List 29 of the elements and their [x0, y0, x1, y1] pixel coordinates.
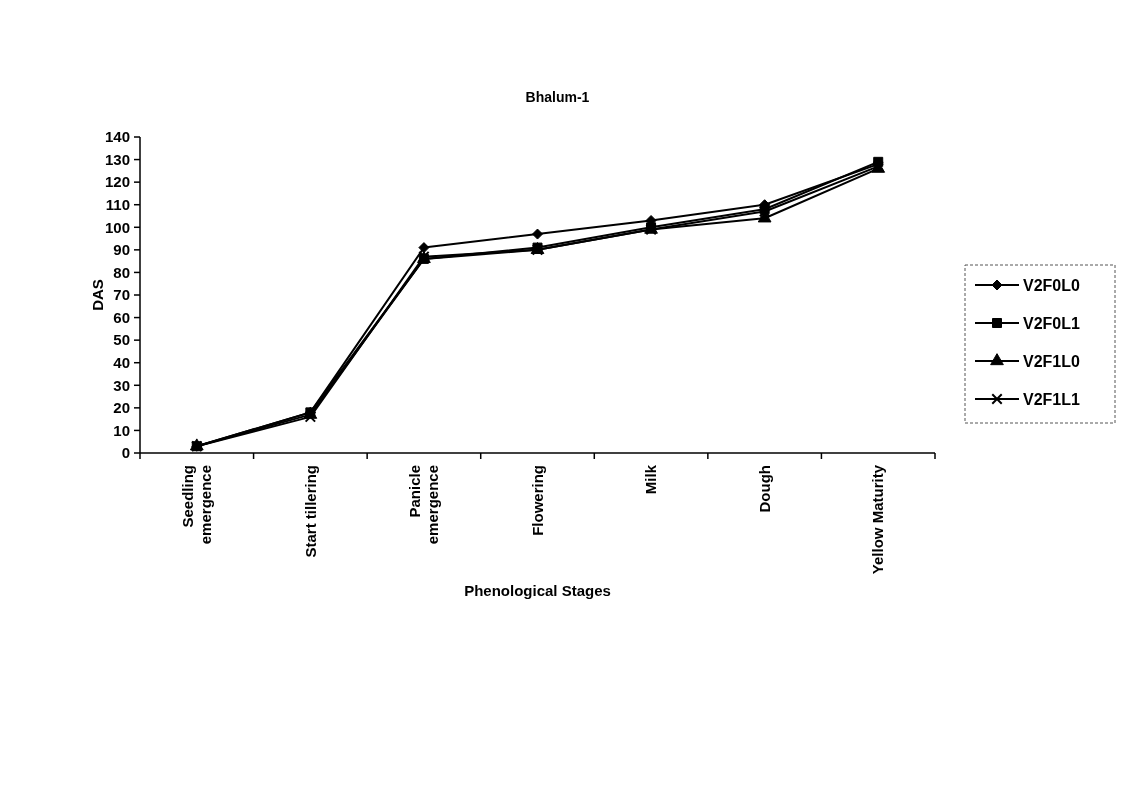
y-tick-label: 60	[113, 308, 130, 326]
x-tick-label: Panicle emergence	[406, 465, 442, 545]
legend-label: V2F0L1	[1023, 314, 1081, 332]
legend-label: V2F0L0	[1023, 276, 1081, 294]
y-tick-label: 140	[104, 128, 130, 146]
legend-label: V2F1L0	[1023, 352, 1081, 370]
x-tick-label: Seedling emergence	[179, 465, 215, 545]
y-tick-label: 70	[113, 286, 130, 304]
y-tick-label: 40	[113, 353, 130, 371]
y-tick-label: 100	[104, 218, 130, 236]
x-tick-label: Dough	[755, 465, 773, 513]
y-tick-label: 120	[104, 173, 130, 191]
chart-title: Bhalum-1	[525, 89, 590, 105]
y-tick-label: 110	[105, 195, 130, 213]
y-tick-label: 80	[113, 263, 130, 281]
y-axis-title: DAS	[89, 279, 106, 311]
y-tick-label: 30	[113, 376, 130, 394]
y-tick-label: 10	[113, 421, 130, 439]
y-tick-label: 90	[113, 241, 130, 259]
y-tick-label: 0	[121, 444, 130, 462]
x-tick-label: Milk	[642, 464, 660, 495]
x-tick-label: Flowering	[528, 465, 546, 536]
x-axis-title: Phenological Stages	[464, 582, 611, 599]
y-tick-label: 20	[113, 399, 130, 417]
x-tick-label: Start tillering	[301, 465, 319, 558]
legend-label: V2F1L1	[1023, 390, 1081, 408]
x-tick-label: Yellow Maturity	[869, 464, 887, 575]
y-tick-label: 130	[104, 150, 130, 168]
y-tick-label: 50	[113, 331, 130, 349]
